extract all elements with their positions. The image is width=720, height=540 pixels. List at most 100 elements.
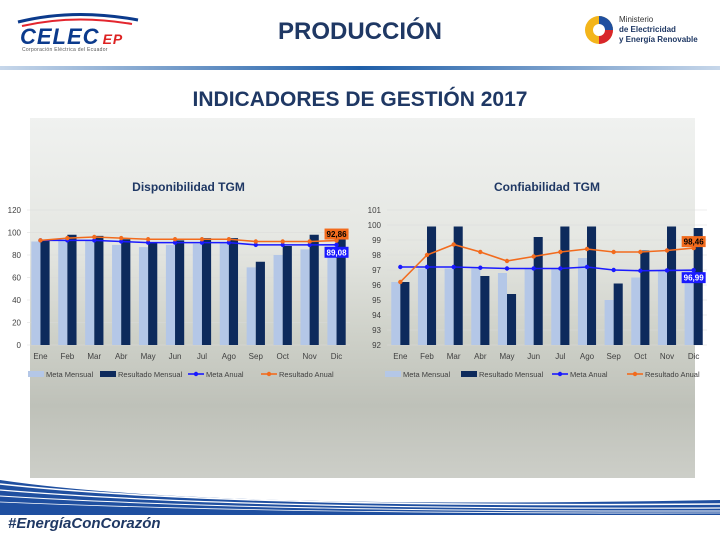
point-meta-anual — [92, 238, 97, 243]
ministerio-logo: Ministerio de Electricidad y Energía Ren… — [583, 12, 713, 52]
bar-resultado-mensual — [282, 246, 292, 345]
footer-waves — [0, 480, 720, 515]
point-resultado-anual — [253, 239, 258, 244]
bar-meta-mensual — [391, 282, 401, 345]
point-resultado-anual — [65, 235, 70, 241]
bar-resultado-mensual — [427, 226, 437, 345]
y-tick-label: 100 — [8, 229, 22, 238]
y-tick-label: 99 — [372, 236, 381, 245]
point-resultado-anual — [145, 237, 151, 242]
line-meta-anual — [40, 239, 337, 246]
chart-title: Disponibilidad TGM — [132, 180, 245, 194]
bar-resultado-mensual — [507, 294, 517, 345]
celec-wordmark: CELEC EP — [20, 24, 124, 49]
y-tick-label: 101 — [368, 206, 382, 215]
y-tick-label: 92 — [372, 341, 381, 350]
data-label-meta-anual: 96,99 — [684, 274, 705, 283]
point-meta-anual — [253, 242, 258, 248]
label-box-meta-anual — [681, 272, 706, 284]
y-tick-label: 95 — [372, 296, 381, 305]
point-meta-anual — [172, 240, 178, 245]
legend-swatch-marker — [557, 371, 563, 377]
bar-resultado-mensual — [228, 238, 239, 345]
ministerio-emblem-icon — [585, 16, 613, 44]
ministerio-line2: de Electricidad — [619, 25, 676, 34]
point-meta-anual — [199, 240, 205, 245]
bar-meta-mensual — [497, 273, 507, 345]
point-resultado-anual — [504, 258, 510, 264]
y-tick-label: 96 — [372, 281, 381, 290]
bar-meta-mensual — [657, 270, 667, 345]
bar-meta-mensual — [192, 243, 202, 345]
x-tick-label: Abr — [115, 352, 128, 361]
x-tick-label: Mar — [447, 352, 461, 361]
bar-resultado-mensual — [400, 282, 410, 345]
bar-meta-mensual — [58, 240, 68, 345]
chart-disponibilidad: Disponibilidad TGM 0 20 40 60 80 100 120 Ene Feb M… — [8, 180, 350, 379]
bar-meta-mensual — [631, 277, 641, 345]
chart-confiabilidad: Confiabilidad TGM 92 93 94 95 96 97 98 99 100 101 E… — [368, 180, 707, 379]
legend-label: Resultado Anual — [645, 370, 700, 379]
bar-resultado-mensual — [336, 237, 346, 345]
bar-resultado-mensual — [175, 240, 185, 345]
point-resultado-anual — [638, 249, 643, 255]
point-resultado-anual — [172, 237, 178, 242]
line-resultado-anual — [399, 243, 694, 283]
x-tick-label: Sep — [249, 352, 264, 361]
legend-swatch — [461, 371, 477, 377]
point-meta-anual — [226, 240, 232, 245]
point-meta-anual — [398, 264, 403, 270]
point-meta-anual — [611, 267, 616, 273]
legend-label: Resultado Mensual — [118, 370, 183, 379]
bar-meta-mensual — [31, 241, 41, 345]
bar-meta-mensual — [604, 300, 614, 345]
point-resultado-anual — [307, 239, 312, 244]
x-tick-label: Dic — [331, 352, 343, 361]
bar-meta-mensual — [471, 268, 481, 345]
legend-swatch — [385, 371, 401, 377]
bar-resultado-mensual — [640, 250, 650, 345]
x-tick-label: May — [499, 352, 514, 361]
y-tick-label: 93 — [372, 326, 381, 335]
point-resultado-anual — [611, 249, 616, 255]
bar-resultado-mensual — [255, 261, 265, 345]
x-tick-label: Ene — [393, 352, 408, 361]
bar-resultado-mensual — [613, 283, 623, 345]
section-title: INDICADORES DE GESTIÓN 2017 — [192, 88, 528, 111]
point-meta-anual — [280, 242, 285, 248]
x-tick-label: Feb — [60, 352, 74, 361]
label-box-resultado-anual — [681, 236, 706, 248]
bar-meta-mensual — [165, 244, 176, 345]
bar-resultado-mensual — [667, 226, 677, 345]
x-tick-label: Ene — [33, 352, 48, 361]
legend-label: Meta Anual — [570, 370, 608, 379]
label-box-resultado-anual — [324, 228, 349, 240]
x-tick-label: Oct — [634, 352, 647, 361]
bar-meta-mensual — [138, 247, 149, 345]
legend-swatch-marker — [193, 371, 199, 377]
bar-meta-mensual — [444, 268, 454, 345]
point-resultado-anual — [280, 239, 285, 244]
legend-swatch-marker — [266, 371, 272, 377]
legend-label: Resultado Anual — [279, 370, 334, 379]
point-resultado-anual — [478, 249, 483, 255]
legend-label: Meta Mensual — [46, 370, 93, 379]
y-tick-label: 0 — [17, 341, 22, 350]
point-meta-anual — [664, 268, 670, 273]
y-tick-label: 98 — [372, 251, 381, 260]
bar-resultado-mensual — [40, 240, 50, 345]
celec-logo: CELEC EP Corporación Eléctrica del Ecuado… — [14, 10, 144, 56]
bar-resultado-mensual — [94, 235, 104, 345]
y-tick-label: 100 — [368, 221, 382, 230]
y-tick-label: 97 — [372, 266, 381, 275]
point-meta-anual — [638, 268, 643, 273]
point-meta-anual — [334, 242, 339, 247]
y-tick-label: 40 — [12, 296, 21, 305]
point-meta-anual — [478, 265, 483, 270]
chart-title: Confiabilidad TGM — [494, 180, 600, 194]
y-tick-label: 80 — [12, 251, 21, 260]
point-meta-anual — [584, 264, 590, 270]
legend-swatch — [100, 371, 116, 377]
page-title: PRODUCCIÓN — [277, 18, 442, 45]
celec-swoosh-icon — [17, 13, 139, 27]
